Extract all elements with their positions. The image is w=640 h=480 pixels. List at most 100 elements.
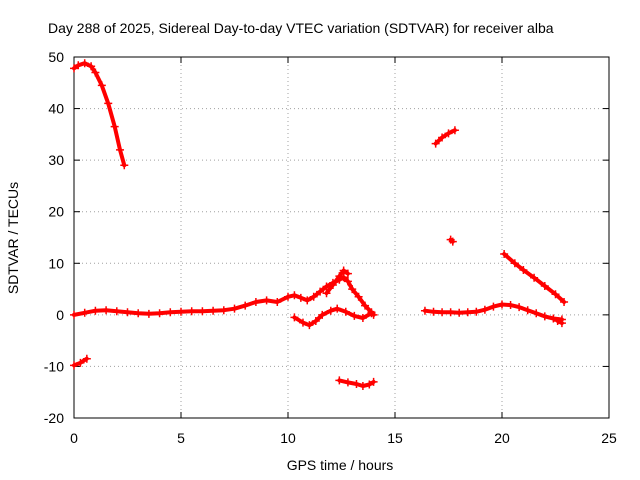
data-point	[438, 133, 447, 142]
data-point	[532, 309, 541, 318]
data-point	[322, 289, 331, 298]
data-point	[87, 62, 96, 71]
data-point	[305, 321, 314, 330]
data-point	[348, 285, 357, 294]
data-point	[438, 308, 447, 317]
data-point	[429, 307, 438, 316]
data-point	[553, 317, 562, 326]
data-point	[560, 297, 569, 306]
data-point	[549, 314, 558, 323]
y-tick-label: -20	[44, 410, 64, 426]
data-point	[343, 269, 352, 278]
data-point	[335, 376, 344, 385]
data-point	[112, 307, 121, 316]
y-axis-label: SDTVAR / TECUs	[5, 182, 21, 294]
data-point	[455, 308, 464, 317]
data-point	[333, 304, 342, 313]
x-tick-label: 25	[601, 430, 617, 446]
data-point	[448, 237, 457, 246]
data-point	[303, 296, 312, 305]
data-point	[311, 317, 320, 326]
data-point	[284, 292, 292, 301]
data-point	[431, 139, 440, 148]
data-point	[358, 382, 367, 391]
data-point	[472, 307, 481, 316]
data-point	[166, 308, 175, 317]
data-point	[70, 310, 78, 319]
data-point	[230, 304, 239, 313]
data-point	[341, 307, 350, 316]
data-point	[328, 280, 337, 289]
data-point	[420, 306, 429, 315]
axis-ticks: 0 5 10 15 20 25 -20 -10 0 10 20 30 40 50	[44, 49, 617, 446]
data-point	[515, 303, 524, 312]
data-point	[450, 126, 459, 135]
data-point	[358, 313, 367, 322]
data-point	[361, 301, 370, 310]
y-tick-label: 30	[48, 152, 64, 168]
data-point	[352, 379, 361, 388]
data-point	[70, 361, 78, 370]
x-tick-label: 5	[177, 430, 185, 446]
y-tick-label: -10	[44, 358, 64, 374]
x-tick-label: 10	[280, 430, 296, 446]
data-point	[120, 161, 129, 170]
data-point	[116, 145, 125, 154]
data-point	[343, 277, 352, 286]
data-point	[155, 309, 164, 318]
data-point	[326, 306, 335, 315]
y-tick-label: 40	[48, 101, 64, 117]
data-point	[262, 296, 271, 305]
data-point	[241, 301, 250, 310]
data-point	[97, 81, 106, 90]
data-point	[134, 309, 143, 318]
y-tick-label: 10	[48, 255, 64, 271]
data-point	[498, 300, 506, 309]
data-point	[506, 301, 515, 310]
data-point	[446, 308, 455, 317]
data-point	[316, 287, 325, 296]
data-point	[74, 61, 83, 70]
data-point	[110, 122, 119, 131]
data-point	[296, 293, 305, 302]
data-point	[82, 354, 91, 363]
data-point	[251, 297, 260, 306]
data-point	[519, 265, 528, 274]
data-point	[123, 308, 132, 317]
data-point	[523, 306, 532, 315]
data-point	[290, 313, 299, 322]
data-point	[91, 68, 100, 77]
data-point	[309, 292, 318, 301]
y-tick-label: 50	[48, 49, 64, 65]
data-point	[365, 380, 374, 389]
y-tick-label: 0	[56, 307, 64, 323]
data-point	[198, 307, 207, 316]
data-point	[500, 250, 509, 259]
data-point	[354, 292, 363, 301]
data-point	[104, 99, 113, 108]
data-point	[144, 309, 153, 318]
data-point	[219, 306, 228, 315]
data-point	[177, 307, 185, 316]
data-point	[540, 281, 549, 290]
series-early-decay	[72, 61, 127, 168]
x-tick-label: 20	[494, 430, 510, 446]
data-point	[273, 297, 282, 306]
data-point	[80, 59, 89, 68]
data-point	[510, 259, 519, 268]
x-tick-label: 15	[387, 430, 403, 446]
data-point	[343, 378, 352, 387]
data-point	[298, 318, 307, 327]
data-point	[540, 312, 549, 321]
grid-lines	[74, 57, 609, 418]
chart-title: Day 288 of 2025, Sidereal Day-to-day VTE…	[48, 20, 554, 36]
data-point	[290, 291, 299, 300]
data-point	[551, 290, 560, 299]
data-point	[480, 305, 489, 314]
y-tick-label: 20	[48, 204, 64, 220]
data-point	[339, 266, 348, 275]
data-point	[91, 306, 100, 315]
series-late-rising	[433, 128, 457, 146]
data-point	[102, 306, 111, 315]
